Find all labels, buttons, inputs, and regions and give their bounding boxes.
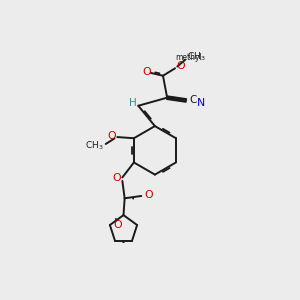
Text: O: O: [145, 190, 153, 200]
Text: methyl: methyl: [175, 53, 202, 62]
Text: O: O: [176, 61, 184, 71]
Text: O: O: [108, 131, 116, 141]
Text: O: O: [114, 220, 122, 230]
Text: $\mathregular{CH_3}$: $\mathregular{CH_3}$: [85, 140, 104, 152]
Text: N: N: [196, 98, 205, 108]
Text: O: O: [142, 67, 151, 77]
Text: H: H: [129, 98, 137, 108]
Text: C: C: [189, 95, 196, 105]
Text: O: O: [112, 173, 121, 183]
Text: $\mathregular{CH_3}$: $\mathregular{CH_3}$: [187, 50, 205, 63]
